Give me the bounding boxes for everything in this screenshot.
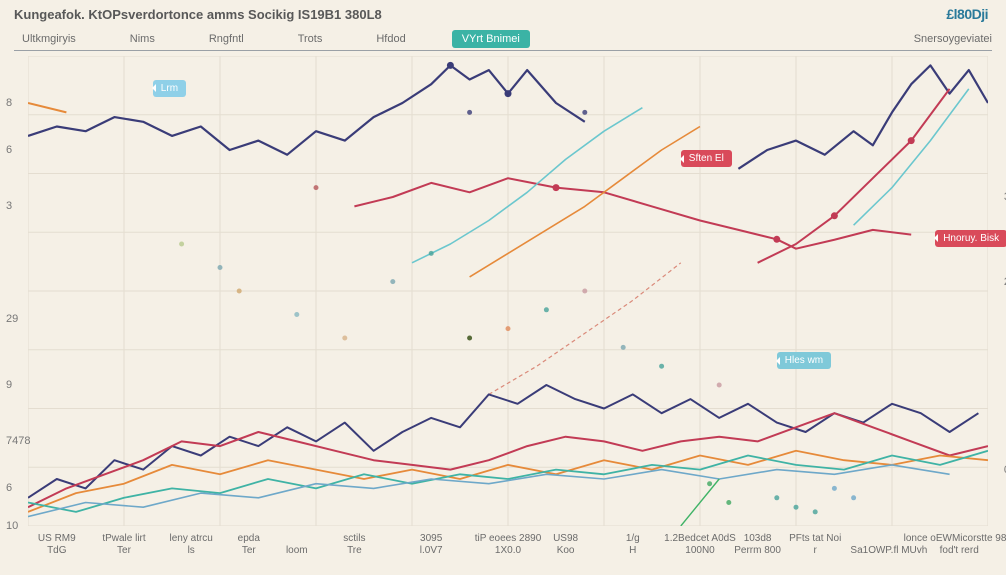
scatter-dot — [621, 345, 626, 350]
nav-item-3[interactable]: Trots — [290, 31, 331, 47]
scatter-dot — [582, 289, 587, 294]
nav-item-right[interactable]: Snersoygeviatei — [914, 33, 992, 45]
series-upper-navy — [28, 65, 585, 154]
scatter-dot — [659, 364, 664, 369]
header-rule — [14, 50, 992, 51]
scatter-dot — [717, 383, 722, 388]
y-axis-label: 3 — [6, 200, 12, 212]
series-upper-orange-tip — [28, 103, 66, 112]
scatter-dot — [342, 336, 347, 341]
scatter-dot — [506, 326, 511, 331]
series-badge: Lrm — [153, 80, 186, 97]
scatter-dot — [429, 251, 434, 256]
series-low-blue — [28, 465, 950, 517]
logo: £l80Dji — [946, 6, 988, 22]
scatter-dot — [218, 265, 223, 270]
nav-pill-active[interactable]: VYrt Bnimei — [452, 30, 530, 48]
series-upper-orange — [470, 127, 700, 277]
x-axis-label: Sa1O — [850, 545, 876, 557]
y-axis-label: 6 — [6, 482, 12, 494]
y-axis-label: 6 — [6, 144, 12, 156]
x-axis-label: US RM9TdG — [38, 533, 76, 556]
x-axis-label: loom — [286, 545, 308, 557]
scatter-dot — [314, 185, 319, 190]
scatter-dot — [832, 486, 837, 491]
scatter-dot — [467, 110, 472, 115]
nav-item-0[interactable]: Ultkmgiryis — [14, 31, 84, 47]
x-axis-label: US98Koo — [553, 533, 578, 556]
series-badge: Hnoruy. Bisk — [935, 230, 1006, 247]
x-axis-label: 3095l.0V7 — [420, 533, 443, 556]
nav-item-2[interactable]: Rngfntl — [201, 31, 252, 47]
series-upper-right-navy — [738, 65, 988, 168]
scatter-dot — [774, 495, 779, 500]
top-nav: Ultkmgiryis Nims Rngfntl Trots Hfdod VYr… — [14, 28, 992, 50]
scatter-dot — [707, 481, 712, 486]
scatter-dot — [851, 495, 856, 500]
scatter-dot — [794, 505, 799, 510]
series-mid-red-dash — [489, 263, 681, 395]
x-axis-label: leny atrculs — [170, 533, 213, 556]
page-title: Kungeafok. KtOPsverdortonce amms Socikig… — [14, 7, 382, 22]
x-axis-label: lonce oEWMicorstte 98:0fod't rerd — [904, 533, 1006, 556]
y-axis-label: 29 — [6, 313, 18, 325]
scatter-dot — [726, 500, 731, 505]
scatter-dot — [179, 242, 184, 247]
series-upper-red — [354, 178, 911, 249]
scatter-dot — [544, 307, 549, 312]
y-axis-label: 9 — [6, 379, 12, 391]
scatter-dot — [813, 509, 818, 514]
scatter-dot — [390, 279, 395, 284]
y-axis-label: 8 — [6, 97, 12, 109]
y-axis-label: 7478 — [6, 435, 30, 447]
y-axis-label: 10 — [6, 520, 18, 532]
x-axis-label: tPwale lirtTer — [102, 533, 145, 556]
nav-item-4[interactable]: Hfdod — [368, 31, 413, 47]
nav-item-1[interactable]: Nims — [122, 31, 163, 47]
scatter-dot — [467, 336, 472, 341]
x-axis-label: tiP eoees 28901X0.0 — [475, 533, 542, 556]
scatter-dot — [237, 289, 242, 294]
chart-svg — [28, 56, 988, 526]
performance-chart: 8632997478610320US RM9TdGtPwale lirtTerl… — [28, 56, 988, 526]
x-axis-label: 1.2Bedcet A0dS100N0 — [664, 533, 736, 556]
scatter-dot — [582, 110, 587, 115]
series-badge: Sften El — [681, 150, 732, 167]
series-upper-teal — [412, 108, 642, 263]
x-axis-label: epdaTer — [238, 533, 260, 556]
x-axis-label: 103d8Perrm 800 — [734, 533, 781, 556]
x-axis-label: 1/gH — [626, 533, 640, 556]
series-upper-right-teal — [854, 89, 969, 225]
x-axis-label: sctilsTre — [343, 533, 365, 556]
x-axis-label: PFts tat Noir — [789, 533, 841, 556]
scatter-dot — [294, 312, 299, 317]
series-badge: Hles wm — [777, 352, 831, 369]
